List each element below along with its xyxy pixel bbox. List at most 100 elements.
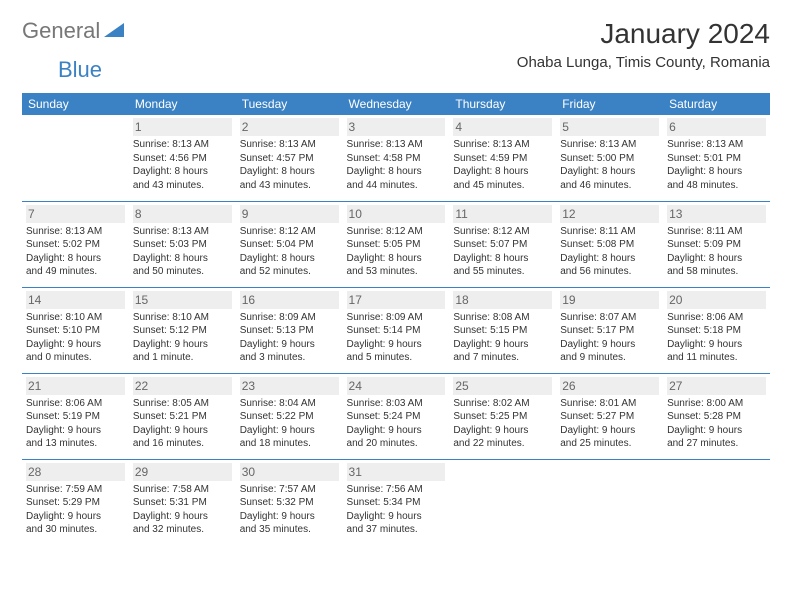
- cell-sunset: Sunset: 5:04 PM: [240, 238, 339, 252]
- cell-sunset: Sunset: 5:09 PM: [667, 238, 766, 252]
- cell-daylight2: and 44 minutes.: [347, 179, 446, 193]
- cell-daylight1: Daylight: 8 hours: [453, 252, 552, 266]
- cell-sunset: Sunset: 4:56 PM: [133, 152, 232, 166]
- weekday-header: Monday: [129, 93, 236, 115]
- cell-daylight2: and 50 minutes.: [133, 265, 232, 279]
- calendar-day-cell: 25Sunrise: 8:02 AMSunset: 5:25 PMDayligh…: [449, 373, 556, 459]
- cell-sunset: Sunset: 5:34 PM: [347, 496, 446, 510]
- cell-daylight2: and 1 minute.: [133, 351, 232, 365]
- day-number: 26: [560, 377, 659, 395]
- cell-sunrise: Sunrise: 8:12 AM: [240, 225, 339, 239]
- cell-daylight2: and 43 minutes.: [133, 179, 232, 193]
- day-number: 23: [240, 377, 339, 395]
- day-number: 2: [240, 118, 339, 136]
- calendar-day-cell: 14Sunrise: 8:10 AMSunset: 5:10 PMDayligh…: [22, 287, 129, 373]
- calendar-day-cell: 31Sunrise: 7:56 AMSunset: 5:34 PMDayligh…: [343, 459, 450, 545]
- day-number: 16: [240, 291, 339, 309]
- calendar-day-cell: 19Sunrise: 8:07 AMSunset: 5:17 PMDayligh…: [556, 287, 663, 373]
- day-number: 18: [453, 291, 552, 309]
- day-number: 22: [133, 377, 232, 395]
- calendar-day-cell: 28Sunrise: 7:59 AMSunset: 5:29 PMDayligh…: [22, 459, 129, 545]
- calendar-day-cell: 10Sunrise: 8:12 AMSunset: 5:05 PMDayligh…: [343, 201, 450, 287]
- month-title: January 2024: [517, 18, 770, 50]
- calendar-week-row: 28Sunrise: 7:59 AMSunset: 5:29 PMDayligh…: [22, 459, 770, 545]
- cell-sunrise: Sunrise: 8:10 AM: [133, 311, 232, 325]
- weekday-header: Wednesday: [343, 93, 450, 115]
- cell-sunset: Sunset: 4:57 PM: [240, 152, 339, 166]
- calendar-week-row: 21Sunrise: 8:06 AMSunset: 5:19 PMDayligh…: [22, 373, 770, 459]
- calendar-day-cell: 30Sunrise: 7:57 AMSunset: 5:32 PMDayligh…: [236, 459, 343, 545]
- day-number: 10: [347, 205, 446, 223]
- calendar-day-cell: 29Sunrise: 7:58 AMSunset: 5:31 PMDayligh…: [129, 459, 236, 545]
- cell-daylight1: Daylight: 9 hours: [453, 424, 552, 438]
- calendar-day-cell: 11Sunrise: 8:12 AMSunset: 5:07 PMDayligh…: [449, 201, 556, 287]
- cell-sunrise: Sunrise: 8:11 AM: [560, 225, 659, 239]
- weekday-header: Sunday: [22, 93, 129, 115]
- cell-sunset: Sunset: 5:08 PM: [560, 238, 659, 252]
- cell-sunrise: Sunrise: 8:13 AM: [133, 225, 232, 239]
- cell-sunset: Sunset: 5:31 PM: [133, 496, 232, 510]
- calendar-week-row: 7Sunrise: 8:13 AMSunset: 5:02 PMDaylight…: [22, 201, 770, 287]
- day-number: 6: [667, 118, 766, 136]
- cell-sunrise: Sunrise: 7:58 AM: [133, 483, 232, 497]
- cell-sunrise: Sunrise: 8:09 AM: [347, 311, 446, 325]
- cell-daylight1: Daylight: 9 hours: [347, 424, 446, 438]
- day-number: 19: [560, 291, 659, 309]
- day-number: 8: [133, 205, 232, 223]
- calendar-table: Sunday Monday Tuesday Wednesday Thursday…: [22, 93, 770, 545]
- cell-daylight1: Daylight: 9 hours: [240, 424, 339, 438]
- cell-daylight1: Daylight: 9 hours: [26, 510, 125, 524]
- cell-daylight1: Daylight: 9 hours: [240, 510, 339, 524]
- cell-daylight1: Daylight: 9 hours: [26, 424, 125, 438]
- title-block: January 2024 Ohaba Lunga, Timis County, …: [517, 18, 770, 71]
- cell-sunset: Sunset: 5:18 PM: [667, 324, 766, 338]
- cell-daylight1: Daylight: 9 hours: [667, 424, 766, 438]
- cell-daylight1: Daylight: 8 hours: [347, 165, 446, 179]
- cell-sunset: Sunset: 5:00 PM: [560, 152, 659, 166]
- weekday-header: Thursday: [449, 93, 556, 115]
- day-number: 4: [453, 118, 552, 136]
- calendar-day-cell: [449, 459, 556, 545]
- cell-sunrise: Sunrise: 8:12 AM: [347, 225, 446, 239]
- cell-sunset: Sunset: 5:19 PM: [26, 410, 125, 424]
- calendar-day-cell: 6Sunrise: 8:13 AMSunset: 5:01 PMDaylight…: [663, 115, 770, 201]
- cell-sunset: Sunset: 5:03 PM: [133, 238, 232, 252]
- cell-daylight2: and 55 minutes.: [453, 265, 552, 279]
- cell-daylight1: Daylight: 8 hours: [240, 165, 339, 179]
- cell-daylight2: and 30 minutes.: [26, 523, 125, 537]
- calendar-week-row: 1 Sunrise: 8:13 AM Sunset: 4:56 PM Daylight…: [22, 115, 770, 201]
- logo-triangle-icon: [104, 21, 124, 42]
- cell-daylight2: and 20 minutes.: [347, 437, 446, 451]
- day-number: 3: [347, 118, 446, 136]
- logo-text-2: Blue: [58, 57, 102, 82]
- day-number: 25: [453, 377, 552, 395]
- cell-sunset: Sunset: 5:24 PM: [347, 410, 446, 424]
- day-number: 9: [240, 205, 339, 223]
- day-number: 11: [453, 205, 552, 223]
- cell-daylight2: and 56 minutes.: [560, 265, 659, 279]
- cell-daylight2: and 18 minutes.: [240, 437, 339, 451]
- cell-sunset: Sunset: 5:17 PM: [560, 324, 659, 338]
- cell-daylight1: Daylight: 8 hours: [133, 252, 232, 266]
- calendar-day-cell: 26Sunrise: 8:01 AMSunset: 5:27 PMDayligh…: [556, 373, 663, 459]
- cell-daylight1: Daylight: 9 hours: [347, 510, 446, 524]
- cell-sunrise: Sunrise: 7:57 AM: [240, 483, 339, 497]
- day-number: 1: [133, 118, 232, 136]
- cell-daylight2: and 22 minutes.: [453, 437, 552, 451]
- cell-sunrise: Sunrise: 8:01 AM: [560, 397, 659, 411]
- calendar-day-cell: 3Sunrise: 8:13 AMSunset: 4:58 PMDaylight…: [343, 115, 450, 201]
- cell-daylight2: and 43 minutes.: [240, 179, 339, 193]
- cell-daylight2: and 46 minutes.: [560, 179, 659, 193]
- cell-sunset: Sunset: 5:12 PM: [133, 324, 232, 338]
- weekday-header: Saturday: [663, 93, 770, 115]
- day-number: 5: [560, 118, 659, 136]
- calendar-day-cell: [556, 459, 663, 545]
- calendar-head: Sunday Monday Tuesday Wednesday Thursday…: [22, 93, 770, 115]
- cell-daylight2: and 7 minutes.: [453, 351, 552, 365]
- calendar-day-cell: 5Sunrise: 8:13 AMSunset: 5:00 PMDaylight…: [556, 115, 663, 201]
- day-number: 28: [26, 463, 125, 481]
- cell-sunrise: Sunrise: 8:13 AM: [453, 138, 552, 152]
- cell-daylight2: and 5 minutes.: [347, 351, 446, 365]
- cell-sunrise: Sunrise: 8:13 AM: [347, 138, 446, 152]
- cell-sunset: Sunset: 5:21 PM: [133, 410, 232, 424]
